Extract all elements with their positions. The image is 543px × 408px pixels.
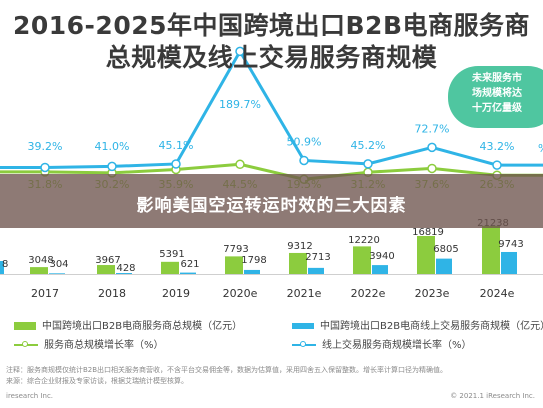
- point-online-rate: [363, 159, 373, 169]
- bar-total: [97, 265, 115, 274]
- bar-value-label-online: 2713: [305, 252, 330, 263]
- overlay-banner: [0, 174, 543, 228]
- bar-value-label-online: 1798: [241, 255, 266, 266]
- point-online-rate: [299, 155, 309, 166]
- x-tick-label: 2019: [162, 287, 190, 300]
- rate-label-online: 189.7%: [219, 98, 261, 111]
- footer-source: iresearch Inc.: [6, 392, 54, 400]
- bar-total: [417, 235, 435, 274]
- legend-item-online-rate: 线上交易服务商规模增长率（%）: [292, 336, 472, 351]
- bar-online: [180, 272, 196, 274]
- x-tick-label: 2022e: [351, 287, 386, 300]
- legend-label-total: 中国跨境出口B2B电商服务商总规模（亿元）: [42, 321, 243, 332]
- callout-bubble: [448, 66, 543, 128]
- rate-label-online: 43.2%: [480, 140, 515, 153]
- bar-total: [225, 256, 243, 274]
- rate-label-online: 45.2%: [351, 139, 386, 152]
- legend-item-total-rate: 服务商总规模增长率（%）: [14, 336, 164, 351]
- bar-value-label-online: 9743: [498, 239, 523, 250]
- callout-text: 未来服务市 场规模将达 十万亿量级: [472, 71, 543, 116]
- line-total-rate: [0, 162, 543, 181]
- legend-swatch-total: [14, 322, 36, 330]
- x-tick-label: 2021e: [287, 287, 322, 300]
- bar-online-partial: [0, 261, 4, 274]
- bar-total: [289, 252, 307, 274]
- point-total-rate: [427, 163, 437, 174]
- bar-value-label-total: 7793: [223, 244, 248, 255]
- x-tick-label: 2023e: [415, 287, 450, 300]
- bar-value-label-online: 621: [180, 259, 199, 270]
- chart-title-line1: 2016-2025年中国跨境出口B2B电商服务商: [12, 11, 531, 40]
- legend-label-online: 中国跨境出口B2B电商线上交易服务商规模（亿元）: [320, 321, 543, 332]
- legend-line-total-rate: [14, 341, 38, 347]
- rate-label-online: 72.7%: [415, 122, 450, 135]
- legend-item-online: 中国跨境出口B2B电商线上交易服务商规模（亿元）: [292, 317, 543, 332]
- x-tick-label: 2020e: [223, 287, 258, 300]
- bar-online: [244, 269, 260, 274]
- overlay-banner-text: 影响美国空运转运时效的三大因素: [136, 196, 407, 216]
- bar-online: [49, 273, 65, 274]
- footer-copyright: © 2021.1 iResearch Inc.: [450, 392, 535, 400]
- bar-value-label-total: 3967: [95, 255, 120, 266]
- bar-online: [436, 258, 452, 274]
- bar-online: [308, 267, 324, 274]
- bar-value-label-online: 304: [49, 259, 68, 270]
- rate-label-partial: %: [538, 142, 543, 155]
- bar-value-label-online: 428: [116, 263, 135, 274]
- x-tick-label: 2017: [31, 287, 59, 300]
- x-tick-label: 2018: [98, 287, 126, 300]
- bar-online: [372, 265, 388, 274]
- x-tick-label: 2024e: [480, 287, 515, 300]
- bar-online: [116, 273, 132, 274]
- rate-label-online: 41.0%: [95, 140, 130, 153]
- bar-value-label-total: 16819: [412, 227, 444, 238]
- legend-label-total-rate: 服务商总规模增长率（%）: [44, 340, 164, 351]
- bar-value-label-online: 3940: [369, 251, 394, 262]
- bar-total: [482, 226, 500, 274]
- rate-label-online: 39.2%: [28, 140, 63, 153]
- bar-total: [353, 246, 371, 274]
- bar-value-label-total: 5391: [159, 249, 184, 260]
- point-online-rate: [427, 142, 437, 153]
- callout-line: 场规模将达: [472, 88, 522, 99]
- bar-online: [501, 251, 517, 274]
- bar-total: [30, 267, 48, 274]
- chart-title-line2: 总规模及线上交易服务商规模: [105, 43, 438, 72]
- legend-item-total: 中国跨境出口B2B电商服务商总规模（亿元）: [14, 317, 242, 332]
- bar-value-label-total: 3048: [28, 255, 53, 266]
- bar-total: [161, 261, 179, 274]
- bar-value-label-partial: 8: [2, 259, 8, 270]
- rate-label-online: 45.1%: [159, 139, 194, 152]
- point-online-rate: [492, 160, 502, 170]
- callout-line: 未来服务市: [472, 73, 522, 84]
- legend-swatch-online: [292, 323, 314, 329]
- line-online-rate: [0, 48, 543, 169]
- point-online-rate: [235, 46, 245, 57]
- rate-label-online: 50.9%: [287, 135, 322, 148]
- footnote-2: 来源：综合企业财报及专家访谈，根据艾瑞统计模型核算。: [6, 377, 188, 385]
- bar-value-label-total: 9312: [287, 241, 312, 252]
- footnote-1: 注释：服务商规模仅统计B2B出口相关服务商营收，不含平台交易佣金等，数据为估算值…: [6, 366, 448, 374]
- bar-value-label-online: 6805: [433, 244, 458, 255]
- point-online-rate: [40, 162, 50, 173]
- point-online-rate: [171, 159, 181, 169]
- point-total-rate: [235, 159, 245, 170]
- legend-line-online-rate: [292, 341, 316, 347]
- legend-label-online-rate: 线上交易服务商规模增长率（%）: [322, 340, 472, 351]
- point-online-rate: [107, 161, 117, 172]
- callout-line: 十万亿量级: [472, 103, 522, 114]
- bar-value-label-total: 12220: [348, 235, 380, 246]
